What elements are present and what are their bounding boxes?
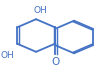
Text: OH: OH	[33, 6, 47, 15]
Text: O: O	[51, 57, 59, 67]
Text: OH: OH	[0, 51, 14, 60]
